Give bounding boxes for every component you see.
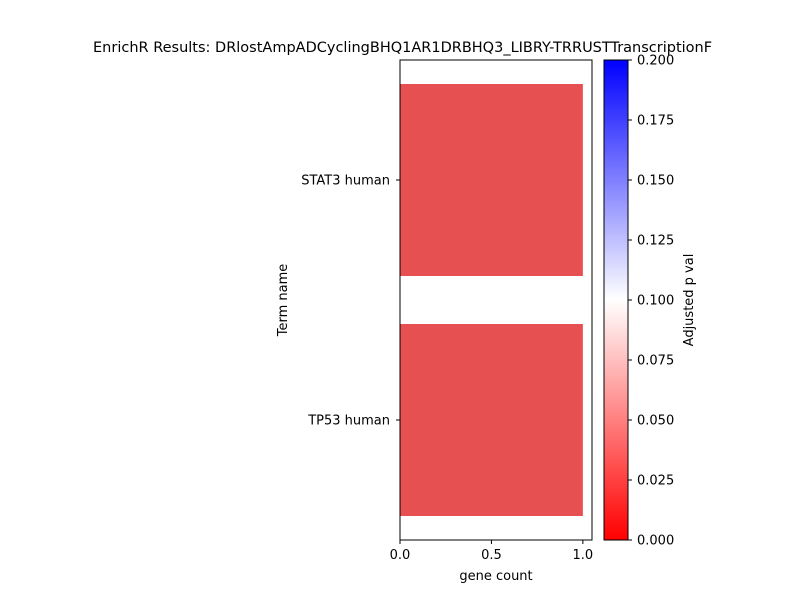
colorbar-tick-label: 0.200 [637, 54, 674, 69]
y-axis-ticks: STAT3 human TP53 human [301, 174, 400, 429]
x-axis-ticks: 0.0 0.5 1.0 [390, 540, 594, 563]
colorbar-tick-label: 0.050 [637, 414, 674, 429]
plot-area-frame [399, 59, 593, 541]
bar-stat3-human [400, 84, 583, 276]
x-tick-label: 0.0 [390, 548, 411, 563]
bars-layer [400, 84, 583, 516]
y-axis-label: Term name [276, 264, 291, 338]
colorbar-tick-label: 0.150 [637, 174, 674, 189]
colorbar-tick-label: 0.000 [637, 534, 674, 549]
colorbar-tick-label: 0.125 [637, 234, 674, 249]
colorbar-tick-label: 0.175 [637, 114, 674, 129]
colorbar-tick-label: 0.100 [637, 294, 674, 309]
colorbar-ticks: 0.000 0.025 0.050 0.075 0.100 0.125 0.150 0.175… [628, 54, 674, 549]
x-tick-label: 1.0 [573, 548, 594, 563]
bar-tp53-human [400, 324, 583, 516]
colorbar-tick-label: 0.025 [637, 474, 674, 489]
chart-title: EnrichR Results: DRlostAmpADCyclingBHQ1A… [93, 40, 712, 56]
y-tick-label: STAT3 human [301, 174, 390, 189]
colorbar-label: Adjusted p val [682, 254, 697, 347]
y-tick-label: TP53 human [307, 414, 390, 429]
x-axis-label: gene count [459, 569, 532, 584]
colorbar-tick-label: 0.075 [637, 354, 674, 369]
x-tick-label: 0.5 [481, 548, 502, 563]
colorbar [603, 59, 629, 541]
